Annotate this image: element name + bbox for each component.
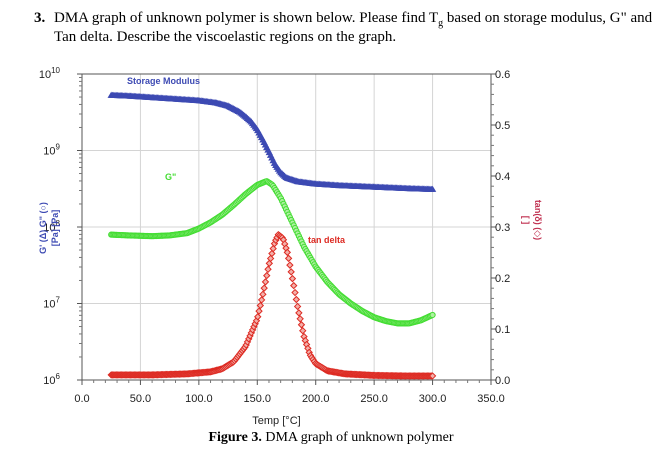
figure-caption: Figure 3. DMA graph of unknown polymer [0, 430, 662, 446]
data-point [286, 261, 294, 269]
x-tick-label: 150.0 [244, 393, 272, 405]
data-point [259, 290, 267, 299]
data-point [293, 302, 302, 311]
series-label: Storage Modulus [127, 76, 200, 86]
series-storage-modulus [107, 91, 437, 192]
x-tick-label: 300.0 [419, 393, 447, 405]
y-left-axis-label: G' (Δ) G" (○) [38, 202, 48, 254]
data-point [429, 311, 436, 319]
chart-grid [82, 74, 491, 380]
y-left-axis-units: [Pa] [Pa] [50, 210, 60, 247]
x-tick-label: 100.0 [185, 393, 213, 405]
data-point [291, 288, 299, 297]
question-number: 3. [34, 10, 46, 26]
dma-chart: 0.0 50.0 100.0 150.0 200.0 250.0 300.0 350.0 106… [38, 66, 543, 427]
y-right-tick-label: 0.4 [495, 171, 510, 183]
data-point [288, 274, 297, 283]
y-right-axis-label: tan(δ) (◇) [533, 200, 543, 240]
y-left-tick-label: 107 [43, 296, 60, 311]
data-point [295, 309, 303, 317]
y-right-tick-label: 0.3 [495, 222, 510, 234]
question-text-part1: DMA graph of unknown polymer is shown be… [54, 10, 439, 26]
data-point [268, 249, 276, 258]
tg-subscript: g [438, 18, 444, 29]
data-point [254, 313, 262, 321]
data-point [299, 326, 307, 335]
data-point [256, 301, 265, 310]
series-label: G" [165, 172, 176, 182]
y-right-tick-label: 0.0 [495, 375, 510, 387]
data-point [263, 271, 271, 280]
y-left-tick-label: 109 [43, 143, 60, 158]
question-text-part2: based on storage modulus, G" and Tan del… [54, 10, 653, 45]
x-tick-label: 50.0 [130, 393, 151, 405]
data-point [261, 278, 270, 286]
x-tick-label: 0.0 [74, 393, 89, 405]
data-point [257, 296, 266, 304]
data-point [284, 254, 293, 263]
data-point [292, 295, 301, 304]
chart-series [107, 91, 437, 380]
data-point [255, 307, 263, 315]
data-point [264, 265, 272, 274]
caption-text: DMA graph of unknown polymer [261, 430, 454, 445]
x-tick-label: 350.0 [477, 393, 505, 405]
chart-labels: Temp [°C] G' (Δ) G" (○) [Pa] [Pa] tan(δ) (◇… [38, 76, 543, 427]
y-right-tick-label: 0.2 [495, 273, 510, 285]
x-tick-label: 200.0 [302, 393, 330, 405]
series-tan-delta [107, 230, 437, 380]
data-point [287, 268, 295, 276]
data-point [428, 185, 437, 192]
y-left-tick-label: 1010 [39, 66, 61, 81]
data-point [283, 248, 292, 257]
series-label: tan delta [308, 235, 346, 245]
data-point [290, 281, 298, 290]
figure-label: Figure 3. [208, 430, 262, 445]
y-right-tick-label: 0.5 [495, 120, 510, 132]
y-right-tick-label: 0.1 [495, 324, 510, 336]
data-point [428, 372, 437, 380]
x-axis-label: Temp [°C] [252, 415, 300, 427]
data-point [260, 284, 268, 292]
data-point [296, 315, 304, 323]
y-right-axis-units: [ ] [521, 216, 531, 225]
chart-axes: 0.0 50.0 100.0 150.0 200.0 250.0 300.0 350.0 106… [39, 66, 510, 405]
data-point [297, 321, 306, 329]
x-tick-label: 250.0 [360, 393, 388, 405]
series-g- [108, 178, 436, 327]
y-left-tick-label: 106 [43, 372, 60, 387]
question-text: DMA graph of unknown polymer is shown be… [54, 9, 654, 47]
y-right-tick-label: 0.6 [495, 69, 510, 81]
